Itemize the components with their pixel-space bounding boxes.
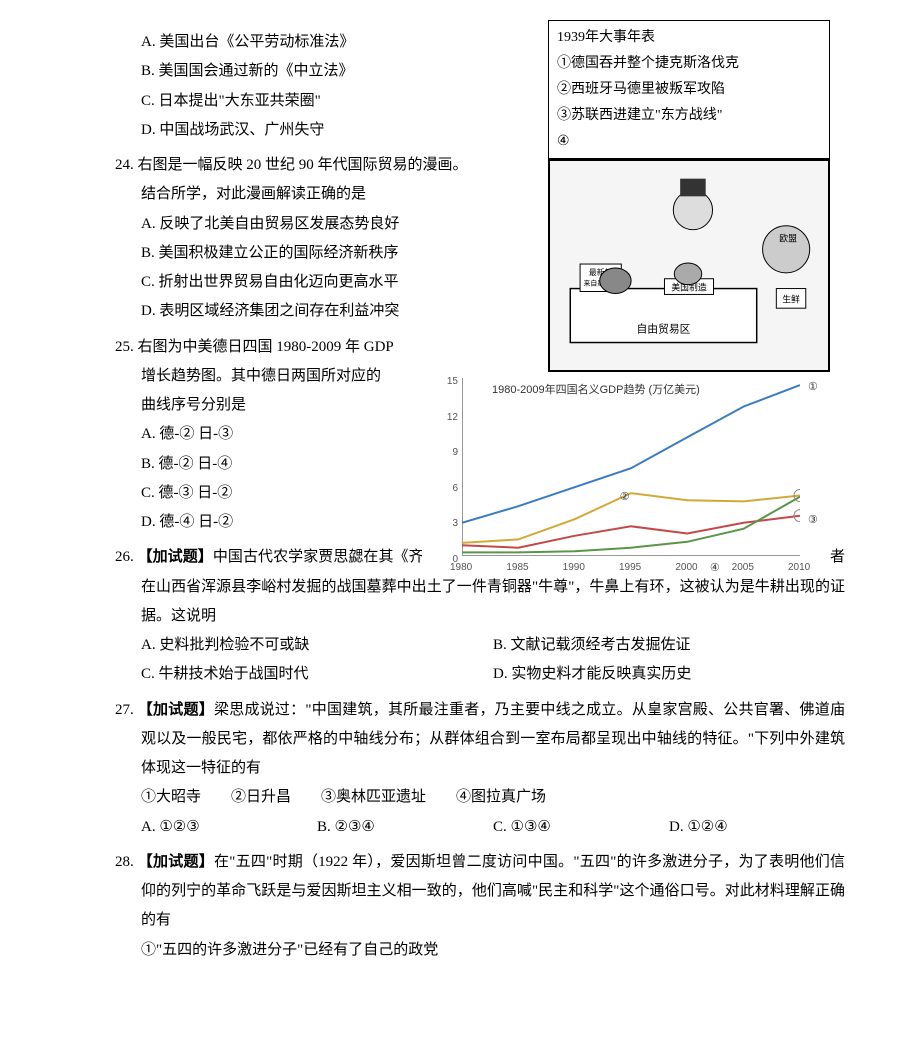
chart-xtick: 1995: [619, 558, 641, 578]
q23-option-c: C. 日本提出"大东亚共荣圈": [115, 87, 480, 116]
year-table-row-1: ①德国吞并整个捷克斯洛伐克: [557, 51, 821, 77]
chart-marker-m2: ②: [620, 487, 630, 508]
chart-ytick: 12: [447, 408, 458, 428]
year-table-row-3: ③苏联西进建立"东方战线": [557, 103, 821, 129]
cartoon-label-eu: 欧盟: [779, 232, 797, 243]
q26-option-c: C. 牛耕技术始于战国时代: [141, 660, 493, 689]
chart-marker-m4: ④: [710, 558, 720, 579]
q27-option-b: B. ②③④: [317, 813, 493, 842]
chart-xtick: 1985: [506, 558, 528, 578]
q26-option-b: B. 文献记载须经考古发掘佐证: [493, 631, 845, 660]
year-table-row-2: ②西班牙马德里被叛军攻陷: [557, 77, 821, 103]
q27-stem: 27. 【加试题】梁思成说过："中国建筑，其所最注重者，乃主要中线之成立。从皇家…: [115, 696, 845, 784]
chart-xtick: 1990: [563, 558, 585, 578]
q28-stem: 28. 【加试题】在"五四"时期（1922 年），爱因斯坦曾二度访问中国。"五四…: [115, 848, 845, 936]
q27-option-c: C. ①③④: [493, 813, 669, 842]
chart-marker-m1: ①: [808, 377, 818, 398]
q27-tag: 【加试题】: [138, 702, 214, 718]
question-28: 28. 【加试题】在"五四"时期（1922 年），爱因斯坦曾二度访问中国。"五四…: [115, 848, 845, 965]
q28-item-1: ①"五四的许多激进分子"已经有了自己的政党: [115, 936, 845, 965]
chart-ytick: 3: [452, 514, 458, 534]
chart-marker-m3: ③: [808, 510, 818, 531]
cartoon-label-raw: 生鲜: [782, 293, 800, 304]
chart-xtick: 2010: [788, 558, 810, 578]
chart-lines: [462, 378, 800, 556]
q26-option-a: A. 史料批判检验不可或缺: [141, 631, 493, 660]
chart-xtick: 1980: [450, 558, 472, 578]
q28-tag: 【加试题】: [138, 854, 214, 870]
q25-number: 25.: [115, 339, 134, 355]
q27-option-d: D. ①②④: [669, 813, 845, 842]
q27-option-a: A. ①②③: [141, 813, 317, 842]
q25-stem-1: 右图为中美德日四国 1980-2009 年 GDP: [138, 339, 394, 355]
trade-cartoon: 自由贸易区 最新鲜 来自墨西哥 美国制造 欧盟 生鲜: [548, 159, 830, 372]
q24-stem-1: 右图是一幅反映 20 世纪 90 年代国际贸易的漫画。: [138, 157, 468, 173]
q27-items: ①大昭寺 ②日升昌 ③奥林匹亚遗址 ④图拉真广场: [115, 783, 845, 812]
chart-ytick: 9: [452, 443, 458, 463]
question-27: 27. 【加试题】梁思成说过："中国建筑，其所最注重者，乃主要中线之成立。从皇家…: [115, 696, 845, 842]
chart-xtick: 2005: [732, 558, 754, 578]
chart-xtick: 2000: [675, 558, 697, 578]
chart-ytick: 6: [452, 479, 458, 499]
q23-option-d: D. 中国战场武汉、广州失守: [115, 116, 480, 145]
q26-tag: 【加试题】: [138, 549, 213, 565]
q23-option-a: A. 美国出台《公平劳动标准法》: [115, 28, 480, 57]
year-table-row-4: ④: [557, 129, 821, 155]
cartoon-label-freetrade: 自由贸易区: [637, 323, 691, 336]
year-table-title: 1939年大事年表: [557, 25, 821, 51]
q24-number: 24.: [115, 157, 134, 173]
gdp-chart: 1980-2009年四国名义GDP趋势 (万亿美元) 0369121519801…: [422, 374, 830, 578]
q26-option-d: D. 实物史料才能反映真实历史: [493, 660, 845, 689]
q23-option-b: B. 美国国会通过新的《中立法》: [115, 57, 480, 86]
chart-ytick: 15: [447, 372, 458, 392]
year-table-1939: 1939年大事年表 ①德国吞并整个捷克斯洛伐克 ②西班牙马德里被叛军攻陷 ③苏联…: [548, 20, 830, 159]
